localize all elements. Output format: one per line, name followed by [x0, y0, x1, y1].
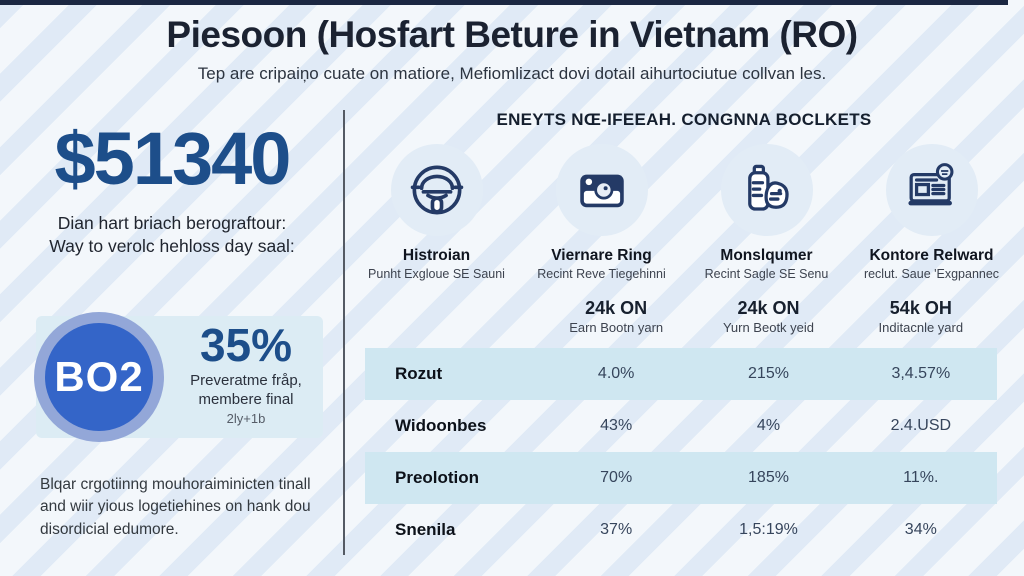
- cell-value: 4%: [756, 417, 781, 434]
- cell-value: 11%.: [903, 469, 939, 486]
- row-label: Snenila: [395, 520, 456, 539]
- percent-caption-line3: 2ly+1b: [226, 410, 266, 426]
- feature-item: Kontore Relward reclut. Saue 'Exgpannec: [849, 144, 1014, 281]
- cell-value: 185%: [748, 469, 789, 486]
- feature-title: Viernare Ring: [551, 247, 652, 264]
- stat-column-value: 24k ON: [585, 298, 648, 318]
- footnote-line3: disordicial edumore.: [40, 520, 179, 538]
- stat-column-caption: Inditacnle yard: [878, 320, 964, 335]
- stat-columns-row: 24k ON Earn Bootn yarn 24k ON Yurn Beotk…: [365, 298, 997, 335]
- feature-subtitle: Punht Exgloue SE Sauni: [368, 267, 505, 281]
- feature-title: Monslqumer: [720, 247, 813, 264]
- cell-value: 37%: [600, 521, 633, 538]
- badge-circle-ring: BO2: [34, 312, 164, 442]
- top-accent-bar: [0, 0, 1008, 5]
- laptop-icon: [903, 161, 961, 219]
- big-stat-caption: Dian hart briach berograftour: Way to ve…: [0, 212, 344, 258]
- percent-caption: Preveratme fråp, membere final: [174, 372, 318, 410]
- section-header: ENEYTS NŒ-IFEEAH. CONGNNA BOCLKETS: [496, 110, 872, 129]
- row-label: Preolotion: [395, 468, 480, 487]
- bottles-icon: [738, 161, 796, 219]
- feature-item: Histroian Punht Exgloue SE Sauni: [354, 144, 519, 281]
- feature-subtitle: Recint Reve Tiegehinni: [537, 267, 666, 281]
- table-row: Preolotion 70% 185% 11%.: [365, 452, 997, 504]
- percent-caption-line2: membere final: [198, 390, 294, 408]
- left-panel: $51340 Dian hart briach berograftour: Wa…: [0, 122, 344, 576]
- cell-value: 4.0%: [597, 365, 635, 382]
- feature-item: Viernare Ring Recint Reve Tiegehinni: [519, 144, 684, 281]
- right-panel: ENEYTS NŒ-IFEEAH. CONGNNA BOCLKETS: [344, 100, 1024, 576]
- feature-title: Kontore Relward: [869, 247, 994, 264]
- row-label: Widoonbes: [395, 416, 487, 435]
- feature-row: Histroian Punht Exgloue SE Sauni Viernar…: [344, 144, 1024, 281]
- feature-subtitle: reclut. Saue 'Exgpannec: [863, 267, 1000, 281]
- footnote-line2: and wiir yious logetiehines on hank dou: [40, 498, 311, 516]
- cell-value: 34%: [904, 521, 937, 538]
- badge-card-text: 35% Preveratme fråp, membere final 2ly+1…: [174, 322, 318, 426]
- feature-title: Histroian: [402, 247, 471, 264]
- cell-value: 70%: [600, 469, 633, 486]
- cell-value: 215%: [748, 365, 789, 382]
- big-stat-caption-line2: Way to verolc hehloss day saal:: [49, 235, 295, 256]
- page-subtitle: Tep are cripaiņo cuate on matiore, Mefio…: [197, 64, 827, 83]
- stat-column-value: 54k OH: [889, 298, 952, 318]
- stats-table: Rozut 4.0% 215% 3,4.57% Widoonbes 43% 4%…: [344, 348, 1024, 556]
- feature-item: Monslqumer Recint Sagle SE Senu: [684, 144, 849, 281]
- feature-icon-circle: [390, 144, 483, 236]
- stat-column: 24k ON Yurn Beotk yeid: [692, 298, 844, 335]
- cell-value: 43%: [600, 417, 633, 434]
- feature-icon-circle: [720, 144, 813, 236]
- percent-caption-line1: Preveratme fråp,: [190, 372, 302, 389]
- table-row: Widoonbes 43% 4% 2.4.USD: [365, 400, 997, 452]
- vertical-divider: [343, 110, 345, 555]
- percent-value: 35%: [199, 319, 293, 371]
- camera-icon: [573, 161, 631, 219]
- stat-column-spacer: [365, 298, 540, 335]
- cell-value: 1,5:19%: [739, 521, 798, 538]
- feature-icon-circle: [555, 144, 648, 236]
- badge-card: BO2 35% Preveratme fråp, membere final 2…: [34, 312, 323, 442]
- table-row: Rozut 4.0% 215% 3,4.57%: [365, 348, 997, 400]
- big-stat-value: $51340: [54, 117, 292, 200]
- stat-column: 24k ON Earn Bootn yarn: [540, 298, 692, 335]
- feature-icon-circle: [885, 144, 978, 236]
- table-row: Snenila 37% 1,5:19% 34%: [365, 504, 997, 556]
- big-stat-caption-line1: Dian hart briach berograftour:: [57, 213, 287, 233]
- page-title: Piesoon (Hosfart Beture in Vietnam (RO): [166, 14, 858, 55]
- stat-column: 54k OH Inditacnle yard: [845, 298, 997, 335]
- cell-value: 2.4.USD: [890, 417, 952, 434]
- stat-column-caption: Earn Bootn yarn: [569, 320, 664, 335]
- row-label: Rozut: [395, 364, 443, 383]
- footnote-line1: Blqar crgotiinng mouhoraiminicten tinall: [40, 476, 311, 493]
- stat-column-value: 24k ON: [737, 298, 800, 318]
- footnote-paragraph: Blqar crgotiinng mouhoraiminicten tinall…: [40, 474, 332, 541]
- page-header: Piesoon (Hosfart Beture in Vietnam (RO) …: [0, 14, 1024, 84]
- feature-subtitle: Recint Sagle SE Senu: [704, 267, 829, 281]
- cell-value: 3,4.57%: [891, 365, 951, 382]
- helm-icon: [408, 161, 466, 219]
- badge-circle: BO2: [45, 323, 153, 431]
- stat-column-caption: Yurn Beotk yeid: [722, 320, 815, 335]
